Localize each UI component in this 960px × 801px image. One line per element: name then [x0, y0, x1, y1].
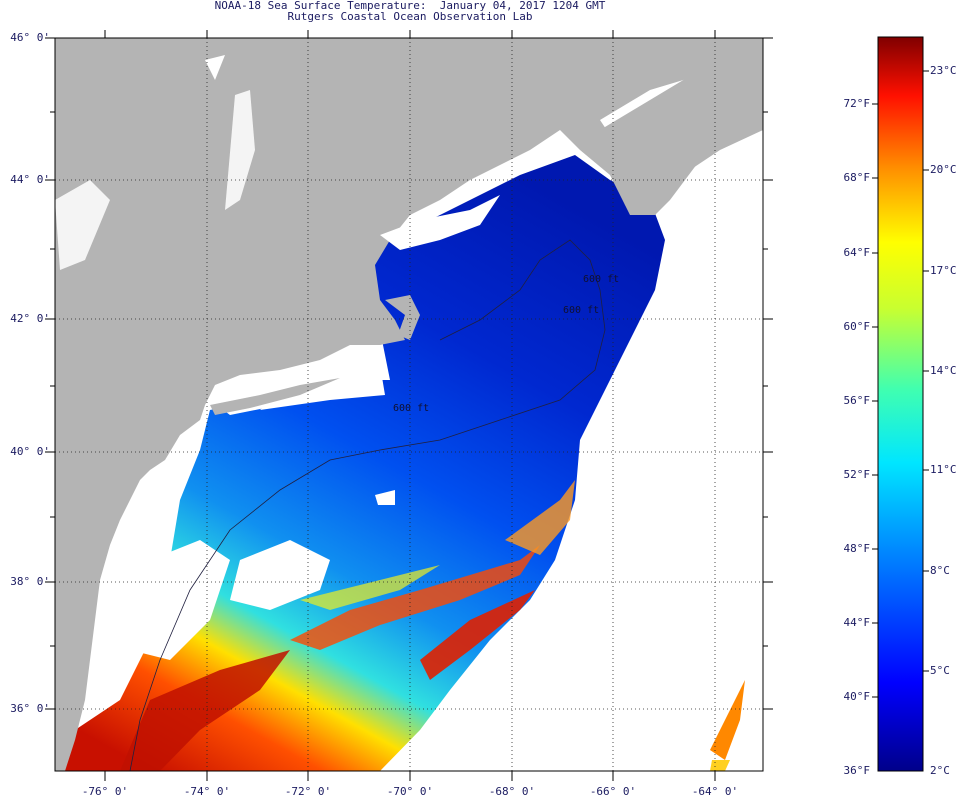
colorbar-c-label: 17°C — [930, 264, 957, 277]
lat-label-38: 38° 0' — [10, 575, 50, 588]
colorbar — [877, 36, 924, 772]
colorbar-c-label: 2°C — [930, 764, 950, 777]
cloud-patch — [230, 540, 330, 610]
lat-label-42: 42° 0' — [10, 312, 50, 325]
colorbar-c-label: 20°C — [930, 163, 957, 176]
colorbar-f-label: 56°F — [843, 394, 871, 407]
lat-label-44: 44° 0' — [10, 173, 50, 186]
colorbar-f-label: 72°F — [843, 97, 871, 110]
colorbar-f-label: 48°F — [843, 542, 871, 555]
sst-map — [55, 38, 763, 771]
colorbar-f-label: 44°F — [843, 616, 871, 629]
sst-field — [60, 155, 665, 771]
lon-label-64: -64° 0' — [691, 785, 739, 798]
lon-label-74: -74° 0' — [183, 785, 231, 798]
lon-label-68: -68° 0' — [488, 785, 536, 798]
land-nova-scotia — [600, 50, 763, 215]
colorbar-f-label: 52°F — [843, 468, 871, 481]
contour-label: 600 ft — [563, 305, 599, 316]
land-mainland — [55, 38, 763, 771]
colorbar-c-label: 8°C — [930, 564, 950, 577]
contour-label: 600 ft — [393, 403, 429, 414]
gulf-stream — [420, 590, 535, 680]
contour-label: 600 ft — [583, 274, 619, 285]
contour-600ft — [129, 239, 606, 771]
colorbar-f-label: 64°F — [843, 246, 871, 259]
colorbar-f-label: 40°F — [843, 690, 871, 703]
colorbar-c-label: 23°C — [930, 64, 957, 77]
land-long-island — [210, 378, 340, 415]
lat-label-46: 46° 0' — [10, 31, 50, 44]
colorbar-f-label: 68°F — [843, 171, 871, 184]
colorbar-f-label: 60°F — [843, 320, 871, 333]
colorbar-c-label: 11°C — [930, 463, 957, 476]
lon-label-72: -72° 0' — [284, 785, 332, 798]
colorbar-c-label: 5°C — [930, 664, 950, 677]
lat-label-40: 40° 0' — [10, 445, 50, 458]
map-subtitle: Rutgers Coastal Ocean Observation Lab — [287, 10, 533, 23]
cloud-coast — [380, 195, 500, 250]
lon-label-70: -70° 0' — [386, 785, 434, 798]
map-title: NOAA-18 Sea Surface Temperature: January… — [214, 0, 606, 12]
lon-label-66: -66° 0' — [589, 785, 637, 798]
lat-label-36: 36° 0' — [10, 702, 50, 715]
colorbar-c-label: 14°C — [930, 364, 957, 377]
map-frame — [54, 37, 764, 772]
colorbar-f-label: 36°F — [843, 764, 871, 777]
lon-label-76: -76° 0' — [81, 785, 129, 798]
